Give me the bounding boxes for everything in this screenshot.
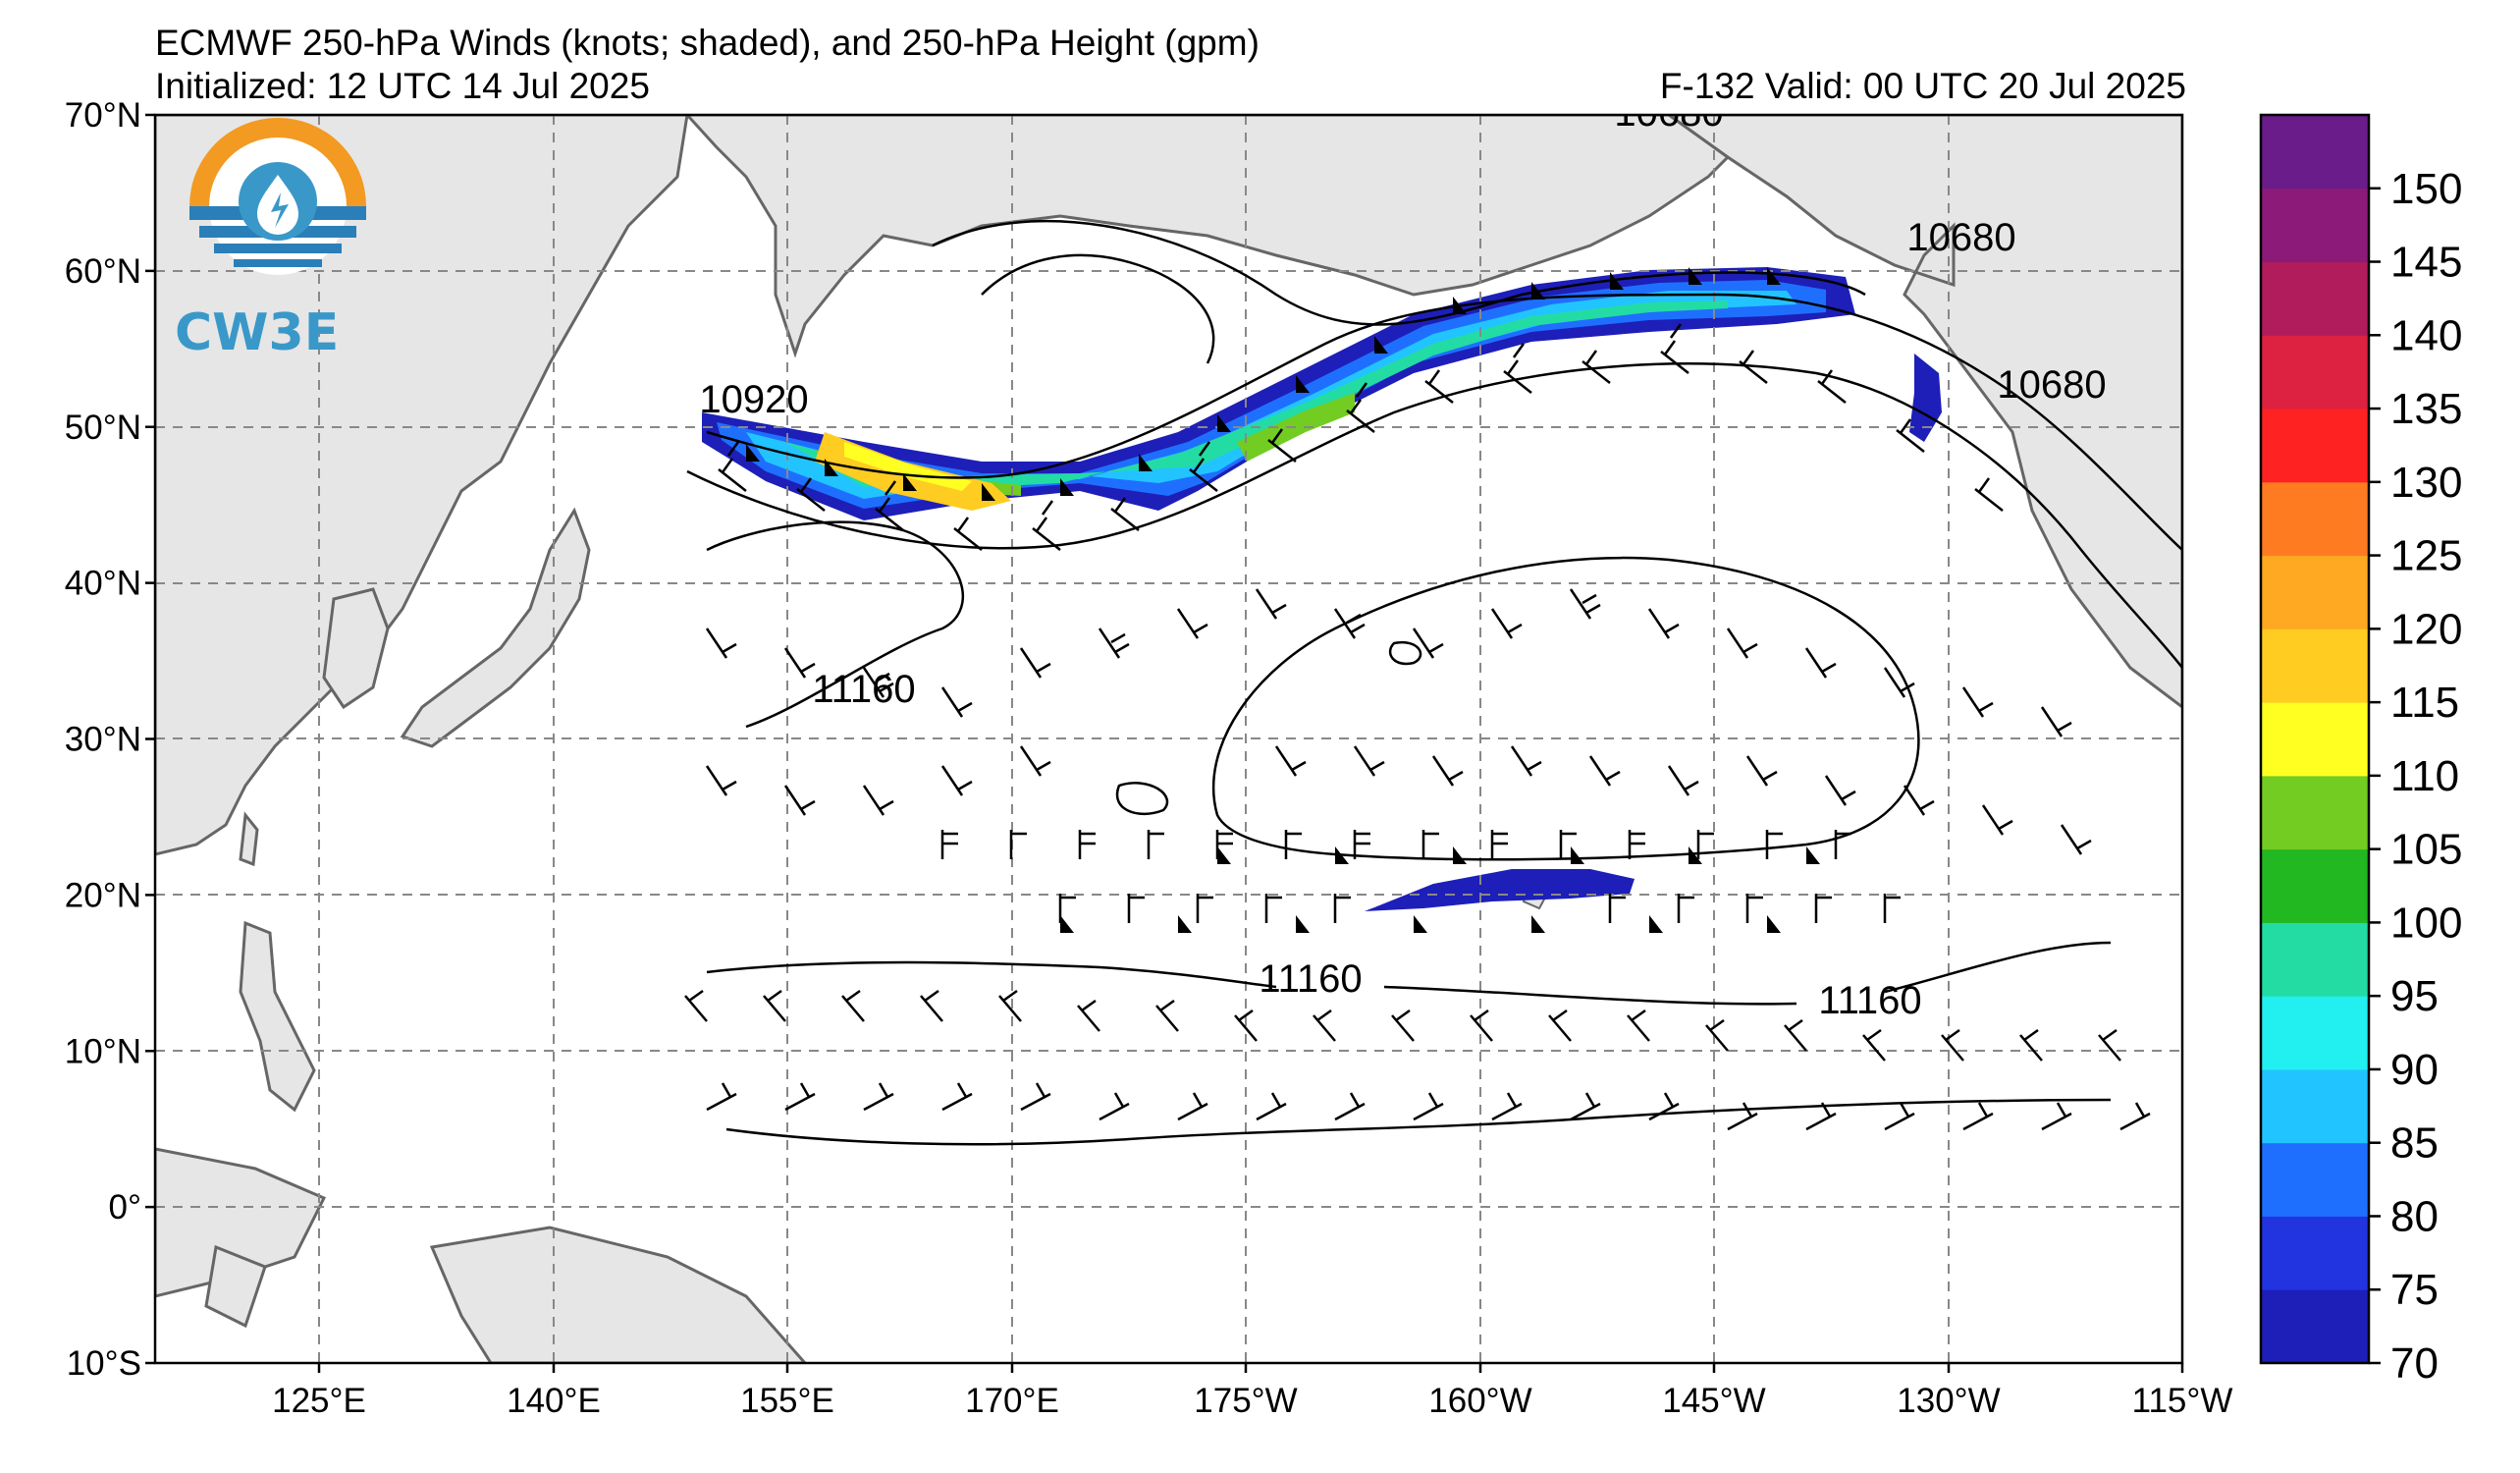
colorbar-segment	[2261, 848, 2369, 923]
contour-label: 10680	[1997, 363, 2106, 407]
land-indonesia	[155, 1147, 327, 1298]
colorbar-label: 100	[2390, 899, 2462, 947]
colorbar-label: 110	[2390, 752, 2459, 800]
land-philippines	[239, 920, 316, 1113]
lat-tick-label: 30°N	[65, 721, 141, 759]
colorbar-segment	[2261, 481, 2369, 557]
colorbar-segment	[2261, 702, 2369, 777]
colorbar-segment	[2261, 188, 2369, 263]
wind-barbs-tropical	[684, 989, 2151, 1131]
lat-tick-label: 50°N	[65, 409, 141, 447]
colorbar-segment	[2261, 1068, 2369, 1144]
height-contours	[686, 219, 2182, 1146]
colorbar: 150 145 140 135 130 125 120 115 110 105 100 95 90 85 8…	[2259, 113, 2462, 1388]
land-sulawesi	[204, 1244, 267, 1329]
colorbar-label: 120	[2390, 605, 2462, 653]
colorbar-label: 70	[2390, 1339, 2439, 1388]
lon-tick-label: 145°W	[1662, 1382, 1765, 1420]
lon-tick-label: 170°E	[965, 1382, 1059, 1420]
wind-barbs-subtropical	[705, 588, 2092, 855]
lat-tick-label: 70°N	[65, 96, 141, 135]
cw3e-logo: CW3E	[175, 118, 366, 362]
wind-barbs-easterly	[940, 830, 1901, 923]
graticule	[155, 115, 2182, 1363]
valid-time: F-132 Valid: 00 UTC 20 Jul 2025	[1659, 66, 2186, 106]
contour-labels: 10680 10680 10680 10920 11160 11160 11160	[699, 91, 2106, 1022]
colorbar-label: 135	[2390, 385, 2462, 433]
land-korea	[322, 587, 390, 710]
lat-tick-label: 20°N	[65, 876, 141, 914]
lat-tick-label: 40°N	[65, 565, 141, 603]
contour-label: 10920	[699, 378, 808, 421]
colorbar-label: 95	[2390, 972, 2439, 1020]
colorbar-label: 80	[2390, 1192, 2439, 1240]
wind-shading	[702, 267, 1942, 911]
lon-tick-label: 160°W	[1428, 1382, 1531, 1420]
contour-label: 11160	[812, 668, 915, 711]
lat-tick-label: 60°N	[65, 252, 141, 291]
lon-tick-label: 115°W	[2132, 1382, 2233, 1420]
colorbar-label: 85	[2390, 1119, 2439, 1168]
land-new-guinea	[429, 1226, 808, 1363]
lat-tick-label: 10°S	[67, 1344, 141, 1383]
contour-label: 10680	[1906, 216, 2015, 259]
colorbar-label: 105	[2390, 826, 2462, 874]
colorbar-segment	[2261, 261, 2369, 336]
logo-text: CW3E	[175, 303, 339, 362]
colorbar-label: 150	[2390, 165, 2462, 213]
lon-tick-label: 130°W	[1897, 1382, 2000, 1420]
land-north-america	[1666, 115, 2182, 709]
lat-ticks: 70°N 60°N 50°N 40°N 30°N 20°N 10°N 0° 10°S	[65, 96, 155, 1383]
colorbar-label: 115	[2390, 679, 2459, 727]
colorbar-segment	[2261, 115, 2369, 190]
colorbar-label: 145	[2390, 239, 2462, 287]
wind-barbs	[718, 323, 2004, 551]
colorbar-label: 130	[2390, 459, 2462, 507]
lon-tick-label: 155°E	[740, 1382, 834, 1420]
jet-pennants	[746, 267, 1820, 933]
colorbar-label: 75	[2390, 1266, 2439, 1314]
logo-bolt-icon	[271, 192, 289, 228]
lon-tick-label: 125°E	[272, 1382, 366, 1420]
colorbar-label: 140	[2390, 311, 2462, 359]
colorbar-label: 90	[2390, 1046, 2439, 1094]
contour-label: 11160	[1818, 979, 1921, 1022]
lat-tick-label: 0°	[109, 1188, 141, 1227]
colorbar-segment	[2261, 775, 2369, 850]
land-taiwan	[239, 811, 259, 867]
colorbar-segment	[2261, 335, 2369, 409]
colorbar-segment	[2261, 409, 2369, 483]
land-japan	[400, 507, 591, 748]
colorbar-segment	[2261, 555, 2369, 629]
colorbar-segment	[2261, 996, 2369, 1070]
lon-tick-label: 140°E	[507, 1382, 601, 1420]
colorbar-segment	[2261, 628, 2369, 703]
colorbar-segment	[2261, 922, 2369, 997]
init-time: Initialized: 12 UTC 14 Jul 2025	[155, 66, 650, 106]
colorbar-segment	[2261, 1216, 2369, 1290]
colorbar-label: 125	[2390, 532, 2462, 580]
lon-tick-label: 175°W	[1194, 1382, 1297, 1420]
colorbar-segment	[2261, 1289, 2369, 1364]
contour-label: 11160	[1259, 957, 1362, 1001]
chart-title: ECMWF 250-hPa Winds (knots; shaded), and…	[155, 23, 1260, 63]
lon-ticks: 125°E 140°E 155°E 170°E 175°W 160°W 145°W 130°W…	[272, 1363, 2232, 1420]
colorbar-segment	[2261, 1142, 2369, 1217]
contour-label: 10680	[1614, 91, 1723, 135]
lat-tick-label: 10°N	[65, 1032, 141, 1070]
